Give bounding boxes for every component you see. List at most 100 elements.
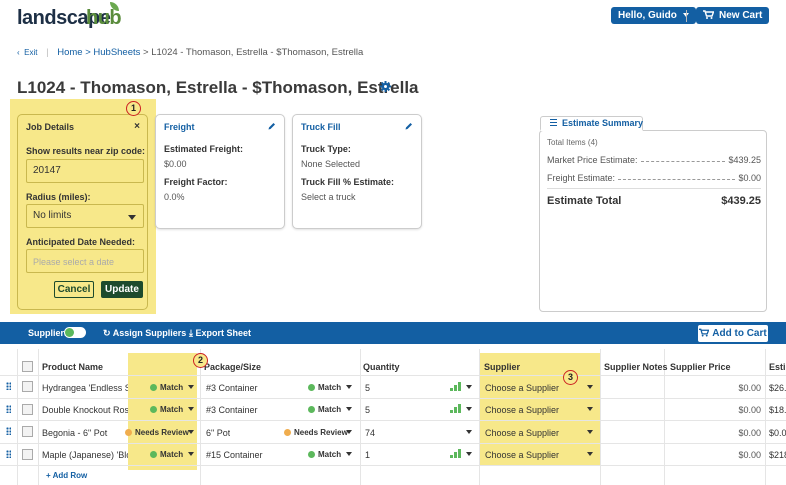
product-name-cell[interactable]: Begonia - 6" Pot [42, 428, 108, 438]
caret-down-icon[interactable] [188, 452, 194, 456]
caret-down-icon[interactable] [466, 452, 472, 456]
add-row-button[interactable]: + Add Row [46, 471, 87, 480]
logo-text-landscape: landscape [17, 7, 111, 29]
match-status-label: Match [160, 405, 184, 414]
quantity-cell[interactable]: 1 [365, 450, 371, 460]
suppliers-toggle[interactable] [64, 327, 86, 338]
caret-down-icon[interactable] [346, 430, 352, 434]
truck-fill-card: Truck Fill Truck Type: None Selected Tru… [292, 114, 422, 229]
caret-down-icon[interactable] [346, 407, 352, 411]
product-name-cell[interactable]: Double Knockout Rose '... [42, 405, 128, 415]
radius-select[interactable]: No limits [26, 204, 144, 228]
new-cart-button[interactable]: New Cart [696, 7, 770, 24]
column-header-package-size[interactable]: Package/Size [204, 362, 262, 372]
caret-down-icon[interactable] [346, 385, 352, 389]
close-icon[interactable]: × [134, 121, 140, 132]
quantity-cell[interactable]: 74 [365, 428, 376, 438]
column-header-supplier-notes[interactable]: Supplier Notes [604, 362, 668, 372]
caret-down-icon[interactable] [188, 385, 194, 389]
product-name-cell[interactable]: Maple (Japanese) 'Bloo... [42, 450, 128, 460]
package-size-cell[interactable]: 6" Pot [206, 428, 231, 438]
match-status-label: Match [160, 450, 184, 459]
caret-down-icon[interactable] [466, 430, 472, 434]
supplier-select[interactable]: Choose a Supplier [485, 383, 560, 393]
caret-down-icon[interactable] [587, 385, 593, 389]
drag-handle-icon[interactable] [6, 450, 11, 458]
add-row-label: Add Row [52, 471, 88, 480]
zip-input[interactable]: 20147 [26, 159, 144, 183]
export-sheet-button[interactable]: ⤓ Export Sheet [189, 328, 251, 339]
caret-down-icon[interactable] [188, 430, 194, 434]
suppliers-label: Suppliers [28, 328, 70, 338]
assign-suppliers-button[interactable]: ↻ Assign Suppliers [103, 328, 186, 339]
grid-line [0, 465, 786, 466]
radius-label: Radius (miles): [26, 192, 91, 202]
export-sheet-label: Export Sheet [195, 328, 252, 338]
cancel-button[interactable]: Cancel [54, 281, 94, 298]
select-all-checkbox[interactable] [22, 361, 33, 372]
add-to-cart-label: Add to Cart [712, 328, 767, 339]
column-header-quantity[interactable]: Quantity [363, 362, 400, 372]
quantity-cell[interactable]: 5 [365, 383, 371, 393]
drag-handle-icon[interactable] [6, 427, 11, 435]
market-price-row: Market Price Estimate: $439.25 [547, 155, 761, 165]
exit-label: Exit [24, 48, 38, 57]
drag-handle-icon[interactable] [6, 405, 11, 413]
callout-2: 2 [193, 353, 208, 368]
exit-link[interactable]: ‹ Exit [17, 48, 37, 57]
package-size-cell[interactable]: #3 Container [206, 383, 258, 393]
row-checkbox[interactable] [22, 426, 33, 437]
package-size-cell[interactable]: #3 Container [206, 405, 258, 415]
callout-1: 1 [126, 101, 141, 116]
pencil-icon[interactable] [405, 122, 413, 130]
match-status-label: Match [160, 383, 184, 392]
plus-icon: + [46, 471, 51, 480]
stock-level-icon [450, 404, 462, 413]
column-header-supplier[interactable]: Supplier [484, 362, 521, 372]
column-header-product-name[interactable]: Product Name [42, 362, 104, 372]
match-status-badge: Match [150, 450, 183, 459]
add-to-cart-button[interactable]: Add to Cart [698, 325, 768, 342]
match-status-badge: Match [150, 383, 183, 392]
stock-level-icon [450, 382, 462, 391]
date-input[interactable]: Please select a date [26, 249, 144, 273]
update-button[interactable]: Update [101, 281, 143, 298]
new-cart-label: New Cart [719, 10, 763, 21]
caret-down-icon[interactable] [466, 385, 472, 389]
grid-line [0, 420, 786, 421]
status-dot-icon [150, 451, 157, 458]
caret-down-icon[interactable] [587, 452, 593, 456]
gear-icon[interactable] [380, 81, 391, 92]
quantity-cell[interactable]: 5 [365, 405, 371, 415]
callout-3: 3 [563, 370, 578, 385]
row-checkbox[interactable] [22, 449, 33, 460]
row-checkbox[interactable] [22, 404, 33, 415]
product-name-cell[interactable]: Hydrangea 'Endless Su... [42, 383, 128, 393]
column-header-estimate[interactable]: Estin [769, 362, 786, 372]
tab-estimate-summary[interactable]: Estimate Summary [540, 116, 643, 131]
estimate-summary-panel: Total Items (4) Market Price Estimate: $4… [539, 130, 767, 312]
user-menu-button[interactable]: Hello, Guido [611, 7, 696, 24]
package-size-cell[interactable]: #15 Container [206, 450, 263, 460]
supplier-column-highlight [479, 353, 600, 465]
caret-down-icon[interactable] [587, 407, 593, 411]
column-header-supplier-price[interactable]: Supplier Price [670, 362, 731, 372]
supplier-select[interactable]: Choose a Supplier [485, 450, 560, 460]
market-price-value: $439.25 [728, 155, 761, 165]
grid-line [664, 349, 665, 485]
supplier-select[interactable]: Choose a Supplier [485, 428, 560, 438]
caret-down-icon[interactable] [587, 430, 593, 434]
caret-down-icon[interactable] [466, 407, 472, 411]
refresh-icon: ↻ [103, 328, 111, 338]
drag-handle-icon[interactable] [6, 382, 11, 390]
pencil-icon[interactable] [268, 122, 276, 130]
truck-type-label: Truck Type: [301, 144, 351, 154]
caret-down-icon[interactable] [346, 452, 352, 456]
caret-down-icon[interactable] [188, 407, 194, 411]
estimate-total-row: Estimate Total $439.25 [547, 195, 761, 207]
supplier-select[interactable]: Choose a Supplier [485, 405, 560, 415]
assign-suppliers-label: Assign Suppliers [112, 328, 187, 338]
estimate-cell: $26. [769, 383, 786, 393]
breadcrumb-trail-link[interactable]: Home > HubSheets [57, 47, 141, 58]
row-checkbox[interactable] [22, 381, 33, 392]
